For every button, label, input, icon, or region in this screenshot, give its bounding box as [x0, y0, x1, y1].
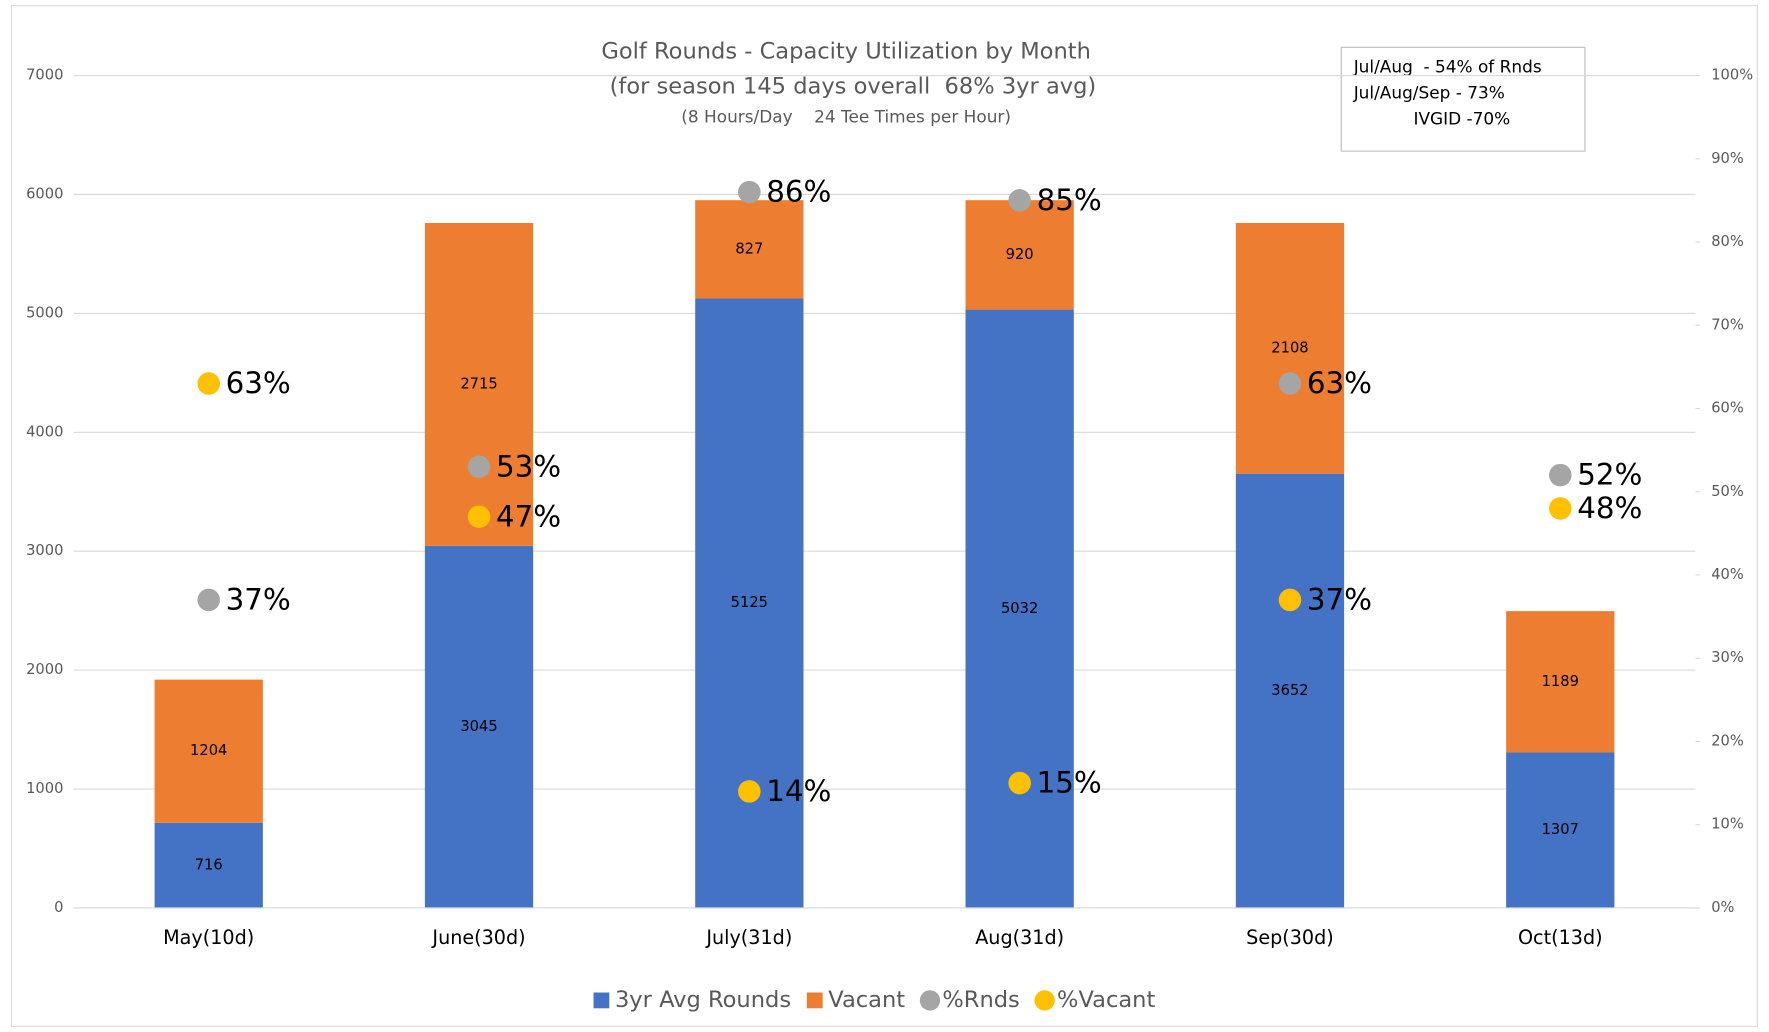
y2-tick-label: 50% [1711, 483, 1744, 500]
point-label: 53% [496, 449, 561, 483]
x-tick-label: July(31d) [705, 926, 792, 949]
chart-subtitle: (8 Hours/Day 24 Tee Times per Hour) [681, 106, 1011, 126]
y2-tick-label: 80% [1711, 233, 1744, 250]
annotation: Jul/Aug/Sep - 73% [1353, 83, 1505, 103]
point [738, 780, 761, 803]
bar [695, 298, 804, 908]
point-label: 15% [1037, 766, 1102, 800]
x-tick-label: June(30d) [431, 926, 525, 949]
annotation-box [1340, 46, 1586, 152]
y-tick-label: 0 [54, 899, 63, 916]
point [1549, 497, 1572, 520]
point-label: 86% [766, 175, 831, 209]
bar [965, 200, 1074, 310]
bar [154, 679, 263, 823]
legend-swatch [593, 992, 610, 1009]
bar-label: 920 [1006, 246, 1034, 263]
chart-subtitle: (for season 145 days overall 68% 3yr avg… [610, 73, 1097, 99]
bar [695, 200, 804, 299]
point [1549, 463, 1572, 487]
point-label: 14% [766, 774, 831, 808]
bar-label: 5032 [1001, 600, 1038, 617]
bar-label: 1307 [1542, 821, 1579, 838]
chart-title: Golf Rounds - Capacity Utilization by Mo… [601, 38, 1091, 64]
bar-label: 1204 [190, 742, 227, 759]
bar-label: 716 [195, 856, 223, 873]
point-label: 52% [1577, 458, 1642, 492]
y2-tick-label: 10% [1711, 816, 1744, 833]
y2-tick-label: 20% [1711, 732, 1744, 749]
bar-label: 2715 [460, 375, 497, 392]
point [738, 180, 761, 204]
point [197, 372, 220, 395]
legend-swatch [919, 990, 941, 1011]
x-tick-label: Oct(13d) [1518, 926, 1603, 949]
bar [1506, 752, 1615, 908]
bar-label: 2108 [1271, 339, 1308, 356]
point [197, 588, 220, 612]
legend-label: 3yr Avg Rounds [615, 987, 791, 1013]
point-label: 63% [1307, 366, 1372, 400]
point [1278, 372, 1302, 395]
chart-border [10, 5, 1759, 1027]
bar [424, 223, 534, 546]
y-tick-label: 5000 [26, 304, 63, 321]
y-tick-label: 2000 [26, 661, 63, 678]
bar [1506, 611, 1615, 753]
y2-tick-label: 100% [1711, 67, 1753, 84]
bar [965, 309, 1074, 908]
y-tick-label: 1000 [26, 780, 63, 797]
point [1008, 189, 1031, 212]
point-label: 37% [1307, 583, 1372, 617]
y2-tick-label: 90% [1711, 150, 1744, 167]
point [1278, 588, 1302, 612]
bar [1235, 473, 1345, 908]
y-tick-label: 4000 [26, 423, 63, 440]
y-tick-label: 7000 [26, 67, 63, 84]
point-label: 63% [226, 366, 291, 400]
point [1008, 771, 1031, 795]
x-tick-label: Aug(31d) [975, 926, 1064, 949]
bar [424, 545, 534, 908]
legend-swatch [806, 992, 823, 1009]
y2-tick-label: 0% [1711, 899, 1734, 916]
bar-label: 1189 [1542, 673, 1579, 690]
point [467, 505, 491, 529]
legend-swatch [1034, 990, 1055, 1011]
y2-tick-label: 70% [1711, 316, 1744, 333]
y2-tick-label: 40% [1711, 566, 1744, 583]
y-tick-label: 3000 [26, 542, 63, 559]
legend-label: %Vacant [1057, 987, 1155, 1013]
bar [1235, 223, 1345, 474]
y-tick-label: 6000 [26, 185, 63, 202]
x-tick-label: May(10d) [163, 926, 254, 949]
legend-label: Vacant [828, 987, 905, 1013]
bar-label: 5125 [731, 594, 768, 611]
bar-label: 3652 [1271, 682, 1308, 699]
bar [154, 822, 263, 908]
point-label: 47% [496, 499, 561, 533]
point-label: 85% [1037, 183, 1102, 217]
x-tick-label: Sep(30d) [1246, 926, 1334, 949]
point-label: 37% [226, 583, 291, 617]
bar-label: 827 [735, 240, 763, 257]
point [467, 455, 491, 479]
point-label: 48% [1577, 491, 1642, 525]
y2-tick-label: 30% [1711, 649, 1744, 666]
legend-label: %Rnds [942, 987, 1019, 1013]
annotation: Jul/Aug - 54% of Rnds [1353, 57, 1542, 77]
annotation: IVGID -70% [1413, 109, 1510, 129]
y2-tick-label: 60% [1711, 400, 1744, 417]
bar-label: 3045 [460, 718, 497, 735]
